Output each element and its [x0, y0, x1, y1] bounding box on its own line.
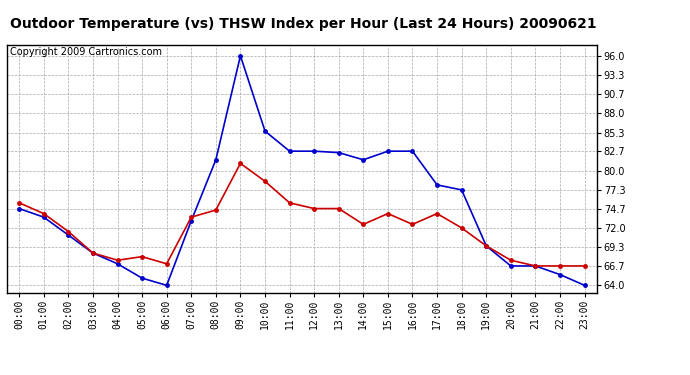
- Text: Copyright 2009 Cartronics.com: Copyright 2009 Cartronics.com: [10, 48, 162, 57]
- Text: Outdoor Temperature (vs) THSW Index per Hour (Last 24 Hours) 20090621: Outdoor Temperature (vs) THSW Index per …: [10, 17, 597, 31]
